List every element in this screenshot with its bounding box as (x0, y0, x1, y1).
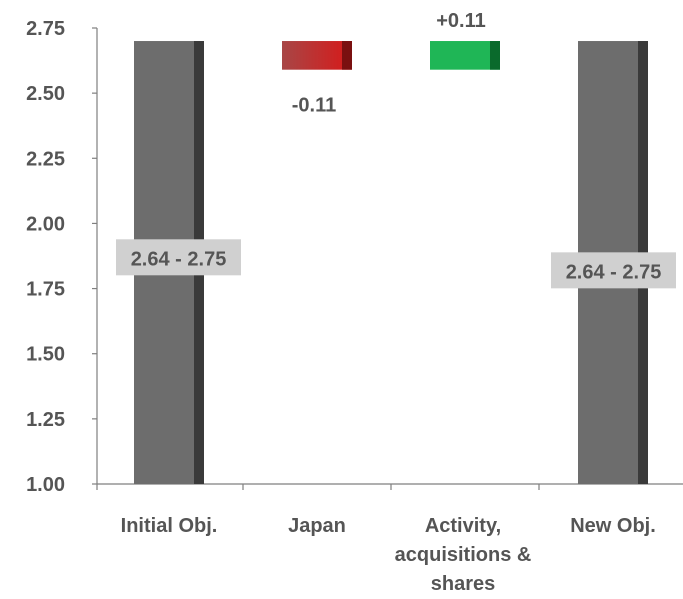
y-tick-label: 1.75 (26, 279, 65, 301)
y-tick-label: 2.75 (26, 18, 65, 40)
x-category-label: Activity, (425, 515, 501, 537)
y-tick-label: 1.00 (26, 474, 65, 496)
range-label-box (116, 239, 241, 276)
y-tick-label: 1.25 (26, 409, 65, 431)
y-tick-label: 2.25 (26, 148, 65, 170)
y-tick-label: 1.50 (26, 344, 65, 366)
bar-increase (430, 41, 500, 70)
x-category-label: Initial Obj. (121, 515, 218, 537)
bar-decrease (282, 41, 352, 70)
value-label: -0.11 (292, 95, 336, 117)
y-tick-label: 2.50 (26, 83, 65, 105)
x-category-label: Japan (288, 515, 346, 537)
x-category-label: New Obj. (570, 515, 656, 537)
bar-edge-shade (342, 41, 352, 70)
range-label: 2.64 - 2.75 (131, 248, 227, 270)
range-label-box (551, 252, 676, 289)
x-category-label: acquisitions & (395, 544, 532, 566)
bar-edge-shade (490, 41, 500, 70)
value-label: +0.11 (436, 10, 486, 32)
y-tick-label: 2.00 (26, 213, 65, 235)
x-category-label: shares (431, 573, 496, 595)
range-label: 2.64 - 2.75 (566, 261, 662, 283)
